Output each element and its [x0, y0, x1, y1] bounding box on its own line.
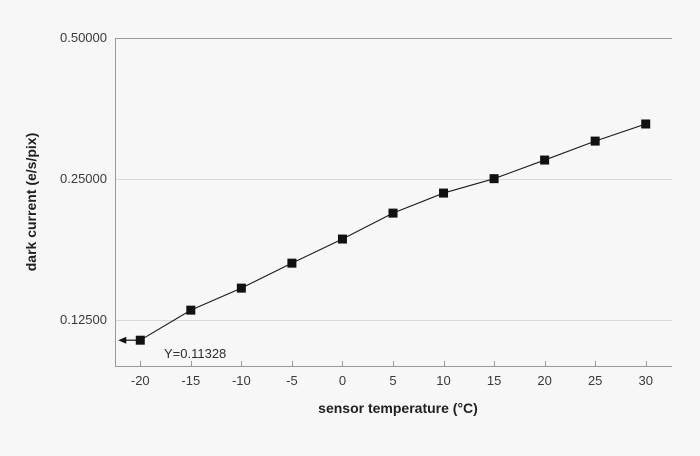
data-point-marker: [489, 174, 499, 184]
min-value-annotation: Y=0.11328: [164, 346, 227, 361]
y-tick-label: 0.50000: [60, 30, 107, 45]
x-tick-label: -5: [286, 373, 298, 388]
x-tick-label: 15: [486, 373, 502, 388]
x-tick-label: 25: [587, 373, 603, 388]
y-axis-title: dark current (e/s/pix): [23, 132, 39, 272]
x-tick-label: 10: [436, 373, 451, 388]
data-point-marker: [540, 155, 550, 165]
data-point-marker: [287, 258, 297, 268]
x-tick-label: 5: [389, 373, 397, 388]
data-point-marker: [388, 208, 398, 218]
data-point-marker: [590, 136, 600, 146]
y-tick-label: 0.12500: [60, 312, 107, 328]
x-tick-label: 20: [537, 373, 552, 388]
data-point-marker: [186, 305, 196, 315]
data-point-marker: [439, 188, 449, 198]
annotation-arrow-head: [118, 336, 127, 344]
x-axis-title: sensor temperature (°C): [318, 400, 478, 416]
data-point-marker: [236, 283, 246, 293]
x-tick-label: 0: [338, 373, 347, 388]
data-point-marker: [641, 119, 651, 129]
data-point-marker: [135, 335, 145, 345]
data-point-marker: [337, 234, 347, 244]
x-tick-label: -20: [130, 373, 150, 388]
data-line: [139, 123, 646, 341]
x-tick-label: -10: [231, 373, 251, 388]
x-tick-label: 30: [638, 373, 653, 388]
x-tick-label: -15: [181, 373, 201, 388]
y-tick-label: 0.25000: [60, 171, 107, 187]
